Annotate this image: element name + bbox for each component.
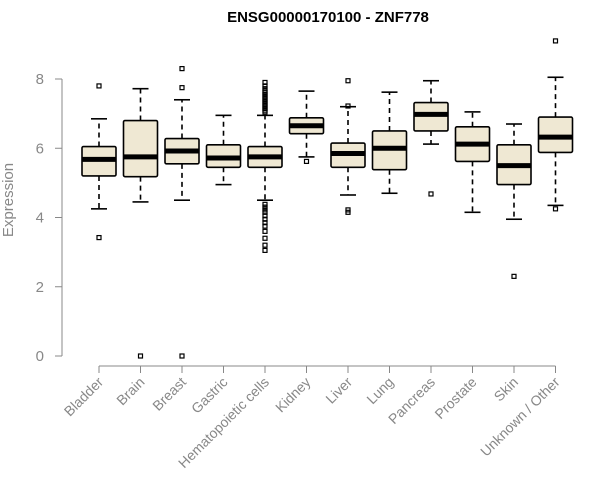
- box-group: [122, 87, 159, 359]
- outlier-point: [262, 242, 268, 248]
- outlier-point: [262, 79, 268, 86]
- outlier-point: [262, 228, 268, 234]
- outlier-point: [96, 83, 102, 89]
- outlier-point: [262, 235, 268, 241]
- outlier-point: [262, 86, 268, 92]
- y-axis: 0 2 4 6 8: [36, 71, 63, 365]
- iqr-box: [122, 119, 159, 178]
- outlier-point: [179, 85, 185, 91]
- box-group: [247, 79, 283, 253]
- x-tick-label: Prostate: [431, 374, 479, 422]
- boxes: [81, 38, 574, 359]
- box-group: [496, 123, 532, 279]
- outlier-point: [552, 38, 559, 44]
- outlier-point: [262, 207, 268, 213]
- x-tick-label: Skin: [491, 374, 522, 405]
- outlier-point: [262, 247, 268, 253]
- box-group: [454, 111, 491, 214]
- outlier-point: [345, 103, 351, 109]
- y-tick-label: 8: [36, 71, 44, 88]
- outlier-point: [262, 204, 268, 210]
- y-tick-label: 0: [36, 348, 44, 365]
- outlier-point: [179, 353, 185, 359]
- box-group: [371, 91, 408, 195]
- x-tick-label: Unknown / Other: [477, 374, 563, 460]
- y-tick-label: 2: [36, 279, 44, 296]
- outlier-point: [552, 206, 559, 212]
- chart-title: ENSG00000170100 - ZNF778: [227, 9, 429, 26]
- box-group: [413, 79, 449, 197]
- x-tick-label: Lung: [363, 374, 396, 407]
- x-tick-label: Bladder: [61, 374, 107, 420]
- outlier-point: [303, 158, 310, 165]
- outlier-point: [511, 273, 517, 279]
- x-tick-label: Kidney: [272, 374, 314, 416]
- x-tick-label: Breast: [149, 374, 189, 414]
- x-tick-label: Liver: [322, 374, 355, 407]
- outlier-point: [137, 353, 144, 359]
- y-tick-label: 4: [36, 210, 44, 227]
- outlier-point: [428, 191, 434, 197]
- outlier-point: [345, 207, 351, 213]
- outlier-point: [262, 201, 268, 207]
- outlier-point: [179, 66, 185, 72]
- box-group: [330, 78, 366, 215]
- y-axis-label: Expression: [0, 163, 17, 237]
- box-group: [164, 66, 200, 359]
- outlier-point: [345, 78, 351, 84]
- box-group: [288, 90, 325, 165]
- y-tick-label: 6: [36, 140, 44, 157]
- box-group: [81, 83, 117, 241]
- outlier-point: [96, 234, 102, 241]
- box-group: [205, 114, 242, 186]
- box-group: [537, 38, 574, 212]
- x-tick-label: Brain: [113, 374, 147, 408]
